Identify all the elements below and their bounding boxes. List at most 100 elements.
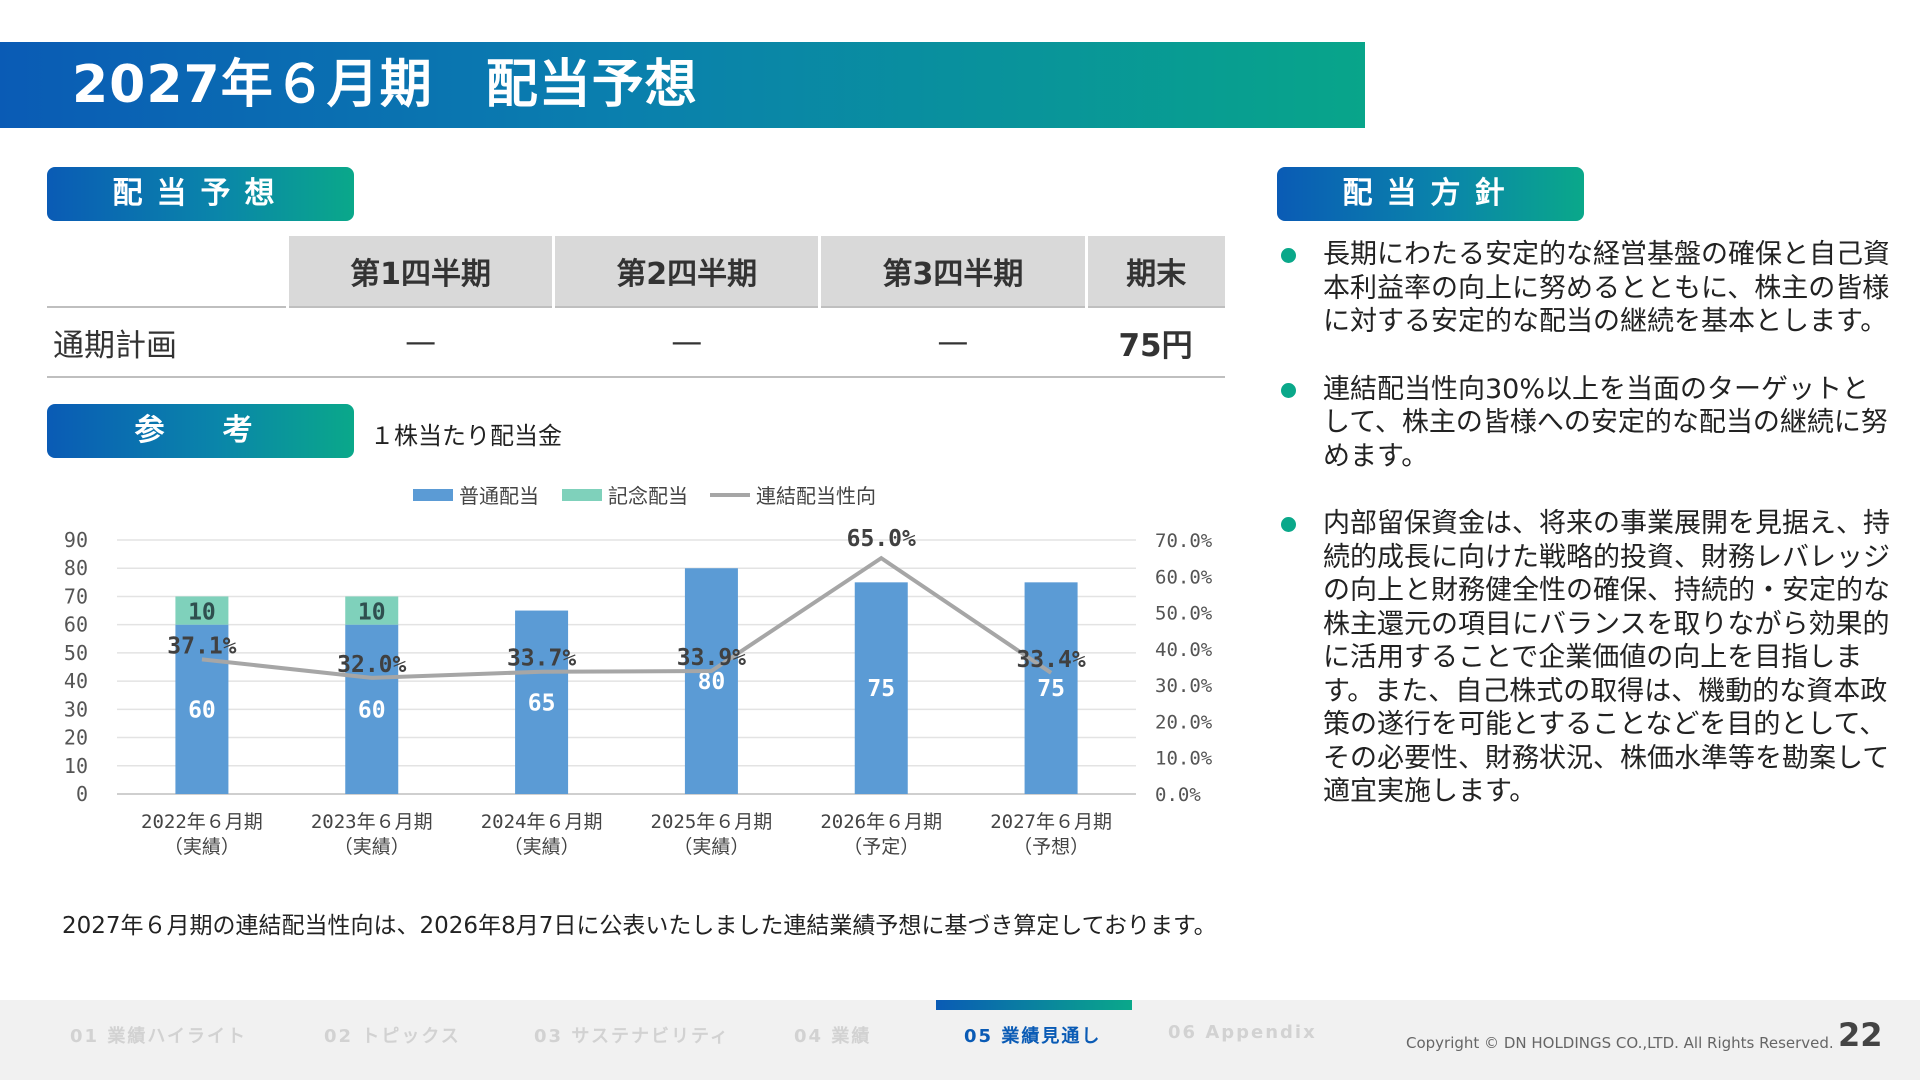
y-tick-label-left: 90 [64, 528, 88, 552]
bar-regular [345, 624, 399, 794]
policy-item: 内部留保資金は、将来の事業展開を見据え、持続的成長に向けた戦略的投資、財務レバレ… [1275, 507, 1895, 809]
policy-item-text: 内部留保資金は、将来の事業展開を見据え、持続的成長に向けた戦略的投資、財務レバレ… [1323, 508, 1890, 807]
x-tick-label-sub: （実績） [673, 836, 749, 858]
y-tick-label-left: 40 [64, 669, 88, 693]
x-tick-label: 2025年６月期 [651, 811, 773, 833]
legend-label-regular: 普通配当 [459, 484, 539, 508]
table-header-year-end: 期末 [1084, 236, 1225, 307]
data-label-regular: 80 [698, 669, 726, 695]
y-tick-label-right: 10.0% [1155, 748, 1213, 770]
policy-list: 長期にわたる安定的な経営基盤の確保と自己資本利益率の向上に努めるとともに、株主の… [1275, 238, 1895, 843]
policy-item-text: 長期にわたる安定的な経営基盤の確保と自己資本利益率の向上に努めるとともに、株主の… [1323, 239, 1890, 337]
data-label-payout: 33.9% [677, 645, 746, 671]
bullet-icon [1281, 517, 1296, 532]
data-label-payout: 32.0% [337, 652, 406, 678]
nav-item-sustainability[interactable]: 03 サステナビリティ [534, 1026, 730, 1047]
y-tick-label-right: 20.0% [1155, 711, 1213, 733]
title-band: 2027年６月期 配当予想 [0, 42, 1365, 128]
y-tick-label-right: 70.0% [1155, 530, 1213, 552]
section-dividend-forecast: 配当予想 [47, 167, 354, 221]
legend-item-payout: 連結配当性向 [710, 480, 876, 509]
nav-item-appendix[interactable]: 06 Appendix [1168, 1022, 1317, 1043]
y-tick-label-left: 70 [64, 584, 88, 608]
nav-item-outlook[interactable]: 05 業績見通し [964, 1026, 1102, 1047]
data-label-regular: 75 [1037, 676, 1065, 702]
series-line-payout [201, 555, 1053, 680]
table-row-label: 通期計画 [47, 306, 288, 378]
table-header-q2: 第2四半期 [552, 236, 820, 307]
y-tick-label-right: 50.0% [1155, 603, 1213, 625]
dividend-table: 第1四半期 第2四半期 第3四半期 期末 通期計画 — — — 75円 [47, 236, 1225, 378]
data-label-regular: 60 [358, 697, 386, 723]
data-label-payout: 65.0% [847, 526, 916, 552]
section-reference: 参 考 [47, 404, 354, 458]
bar-regular [1024, 582, 1078, 794]
x-tick-label: 2027年６月期 [990, 811, 1112, 833]
y-tick-label-left: 50 [64, 641, 88, 665]
table-cell-q2: — [553, 306, 820, 378]
x-tick-label-sub: （実績） [504, 836, 580, 858]
x-tick-label-sub: （予想） [1013, 836, 1089, 858]
legend-item-commemorative: 記念配当 [562, 480, 688, 509]
policy-item: 長期にわたる安定的な経営基盤の確保と自己資本利益率の向上に努めるとともに、株主の… [1275, 238, 1895, 339]
nav-item-highlights[interactable]: 01 業績ハイライト [70, 1026, 247, 1047]
page-number: 22 [1838, 1016, 1883, 1054]
legend-label-commemorative: 記念配当 [608, 484, 688, 508]
y-tick-label-left: 60 [64, 613, 88, 637]
copyright: Copyright © DN HOLDINGS CO.,LTD. All Rig… [1406, 1034, 1834, 1052]
y-tick-label-left: 80 [64, 556, 88, 580]
y-tick-label-right: 60.0% [1155, 566, 1213, 588]
table-header-blank [47, 236, 288, 307]
x-tick-label: 2023年６月期 [311, 811, 433, 833]
legend-item-regular: 普通配当 [413, 480, 539, 509]
x-tick-label: 2024年６月期 [481, 811, 603, 833]
chart-legend: 普通配当 記念配当 連結配当性向 [0, 480, 1230, 510]
table-cell-q3: — [819, 306, 1087, 378]
section-policy: 配当方針 [1277, 167, 1584, 221]
x-tick-label-sub: （実績） [164, 836, 240, 858]
data-label-payout: 33.7% [507, 646, 576, 672]
data-label-commemorative: 10 [188, 600, 216, 626]
x-tick-label-sub: （実績） [334, 836, 410, 858]
table-row: 通期計画 — — — 75円 [47, 306, 1225, 378]
bar-regular [515, 610, 569, 794]
page-title: 2027年６月期 配当予想 [72, 55, 698, 115]
legend-swatch-regular [413, 488, 453, 501]
y-tick-label-left: 20 [64, 726, 88, 750]
bullet-icon [1281, 248, 1296, 263]
x-tick-label-sub: （予定） [843, 836, 919, 858]
legend-label-payout: 連結配当性向 [756, 484, 876, 508]
table-header-q1: 第1四半期 [285, 236, 554, 307]
policy-item-text: 連結配当性向30%以上を当面のターゲットとして、株主の皆様への安定的な配当の継続… [1323, 373, 1888, 472]
table-header-row: 第1四半期 第2四半期 第3四半期 期末 [47, 236, 1225, 307]
bar-regular [854, 582, 908, 794]
x-tick-label: 2026年６月期 [820, 811, 942, 833]
legend-line-payout [710, 492, 750, 497]
y-tick-label-left: 0 [76, 782, 88, 806]
nav-item-results[interactable]: 04 業績 [794, 1026, 872, 1047]
data-label-payout: 37.1% [167, 633, 236, 659]
bar-commemorative [175, 596, 229, 625]
y-tick-label-right: 30.0% [1155, 675, 1213, 697]
table-cell-year-end: 75円 [1086, 306, 1225, 378]
bar-regular [684, 568, 738, 794]
reference-subtitle: １株当たり配当金 [370, 422, 562, 450]
y-tick-label-left: 30 [64, 697, 88, 721]
data-label-regular: 75 [867, 676, 895, 702]
policy-item: 連結配当性向30%以上を当面のターゲットとして、株主の皆様への安定的な配当の継続… [1275, 373, 1895, 474]
dividend-chart: 0 10 20 30 40 50 60 70 80 90 0.0% 10.0% 20.0% 30.0% 40… [64, 526, 1213, 858]
table-header-q3: 第3四半期 [818, 236, 1087, 307]
payout-note: 2027年６月期の連結配当性向は、2026年8月7日に公表いたしました連結業績予… [62, 913, 1217, 939]
legend-swatch-commemorative [562, 488, 602, 501]
x-tick-label: 2022年６月期 [141, 811, 263, 833]
nav-item-topics[interactable]: 02 トピックス [324, 1026, 461, 1047]
y-tick-label-right: 40.0% [1155, 639, 1213, 661]
y-tick-label-left: 10 [64, 754, 88, 778]
table-cell-q1: — [287, 306, 554, 378]
data-label-regular: 65 [528, 690, 556, 716]
y-tick-label-right: 0.0% [1155, 784, 1201, 806]
active-tab-indicator [936, 1000, 1132, 1010]
footer-nav-bar: 01 業績ハイライト 02 トピックス 03 サステナビリティ 04 業績 05… [0, 1000, 1920, 1080]
bar-regular [175, 624, 229, 794]
data-label-regular: 60 [188, 697, 216, 723]
